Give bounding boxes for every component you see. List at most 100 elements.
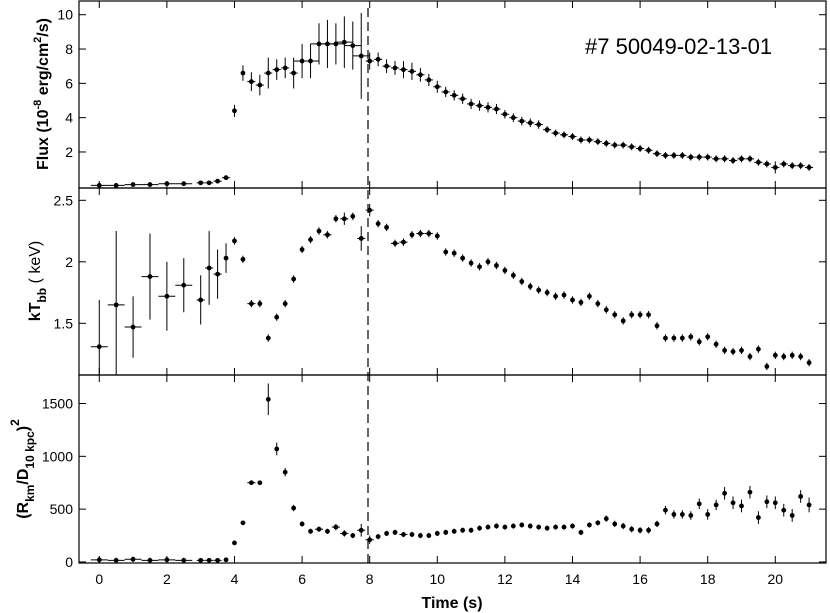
kt-data-point (443, 248, 449, 256)
flux-data-point (551, 129, 560, 137)
marker (477, 103, 482, 109)
radius-y-tick-label: 0 (65, 554, 73, 570)
marker (367, 58, 373, 64)
radius-data-point (798, 490, 804, 503)
kt-data-point (299, 245, 305, 254)
marker (570, 523, 575, 529)
marker (96, 344, 102, 350)
marker (257, 301, 263, 307)
flux-data-point (467, 98, 476, 110)
marker (282, 301, 288, 307)
marker (502, 524, 508, 530)
radius-data-point (755, 511, 761, 524)
flux-data-point (585, 136, 594, 144)
flux-data-point (695, 153, 704, 161)
kt-data-point (806, 359, 812, 367)
flux-data-point (424, 73, 433, 86)
marker (755, 515, 761, 520)
kt-data-point (350, 212, 356, 220)
kt-data-point (323, 231, 332, 239)
kt-data-point (510, 271, 516, 280)
kt-data-point (333, 215, 339, 223)
marker (671, 512, 677, 517)
kt-data-point (175, 258, 193, 313)
flux-data-point (559, 131, 569, 139)
kt-data-point (196, 275, 205, 325)
marker (688, 334, 694, 340)
marker (612, 521, 618, 527)
kt-data-points (90, 203, 812, 375)
marker (722, 490, 727, 496)
marker (612, 142, 618, 148)
marker (417, 533, 423, 538)
marker (350, 213, 356, 219)
flux-data-point (232, 104, 237, 117)
marker (646, 312, 651, 318)
marker (384, 531, 389, 536)
kt-y-tick-label: 1.5 (54, 315, 74, 331)
marker (164, 557, 170, 563)
marker (274, 67, 280, 73)
kt-data-point (340, 212, 349, 225)
marker (215, 557, 220, 563)
radius-data-point (612, 520, 618, 528)
marker (764, 161, 770, 167)
flux-data-point (517, 116, 526, 126)
flux-data-point (526, 118, 535, 128)
marker (468, 101, 474, 107)
marker (730, 349, 736, 355)
radius-data-point (232, 540, 237, 546)
radius-data-point (519, 522, 525, 528)
flux-data-point (458, 93, 467, 104)
radius-data-points (90, 383, 812, 563)
kt-data-point (629, 311, 635, 319)
marker (434, 531, 440, 536)
kt-data-point (654, 322, 660, 330)
kt-data-point (603, 306, 609, 314)
marker (688, 154, 694, 160)
kt-data-point (399, 238, 408, 246)
marker (485, 104, 491, 110)
flux-data-point (124, 182, 142, 187)
marker (299, 521, 305, 527)
flux-data-point (264, 57, 273, 89)
marker (274, 314, 280, 320)
marker (460, 527, 466, 533)
marker (553, 130, 558, 136)
marker (308, 237, 313, 243)
marker (223, 175, 229, 181)
marker (679, 153, 685, 158)
radius-data-point (536, 524, 542, 530)
marker (739, 156, 744, 162)
marker (510, 272, 516, 278)
marker (654, 151, 660, 157)
flux-data-point (568, 133, 577, 140)
x-axis-label: Time (s) (421, 595, 482, 612)
flux-y-tick-label: 8 (65, 41, 73, 57)
marker (696, 154, 702, 160)
radius-data-point (637, 527, 643, 534)
radius-data-point (314, 526, 324, 532)
kt-data-point (553, 292, 558, 300)
x-tick-label: 10 (430, 571, 446, 587)
marker (646, 527, 651, 533)
radius-data-point (688, 511, 694, 520)
marker (696, 501, 702, 507)
marker (485, 259, 491, 265)
radius-data-point (502, 524, 508, 530)
marker (637, 527, 643, 533)
marker (333, 41, 339, 47)
marker (451, 528, 457, 534)
marker (806, 165, 812, 170)
kt-data-point (781, 352, 787, 361)
flux-data-point (754, 158, 763, 166)
marker (570, 297, 575, 303)
radius-data-point (282, 467, 288, 477)
marker (113, 302, 119, 308)
marker (130, 556, 136, 562)
flux-data-point (500, 109, 509, 119)
x-tick-label: 14 (565, 571, 581, 587)
kt-data-point (705, 333, 711, 341)
radius-data-point (620, 522, 626, 530)
marker (705, 334, 711, 340)
